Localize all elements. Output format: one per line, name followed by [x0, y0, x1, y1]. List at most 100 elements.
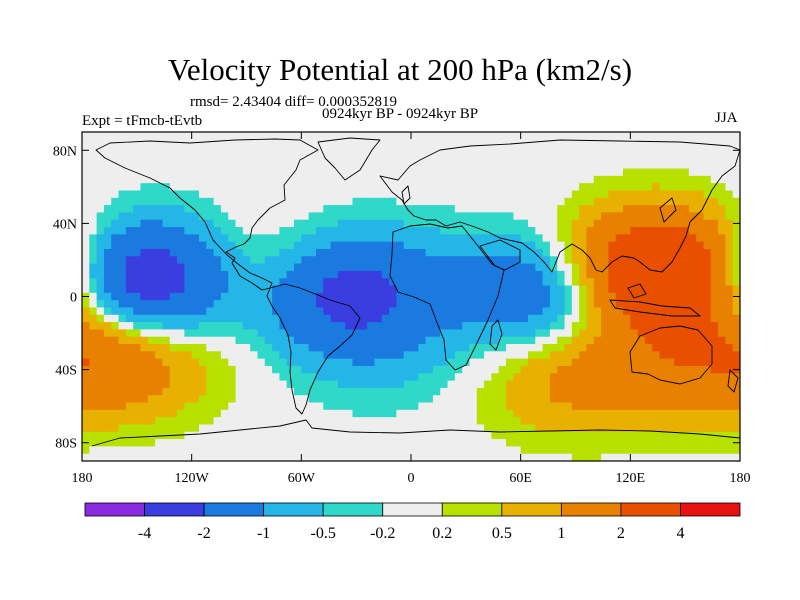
field-cell: [147, 373, 156, 382]
field-cell: [381, 344, 390, 352]
field-cell: [586, 424, 595, 433]
field-cell: [308, 219, 317, 228]
field-cell: [323, 227, 332, 235]
field-cell: [557, 395, 566, 404]
field-cell: [418, 417, 427, 426]
field-cell: [228, 314, 237, 323]
field-cell: [674, 358, 683, 367]
field-cell: [111, 439, 120, 447]
field-cell: [601, 205, 609, 214]
field-cell: [220, 300, 229, 309]
field-cell: [308, 322, 317, 330]
field-cell: [82, 336, 90, 345]
field-cell: [703, 146, 712, 155]
field-cell: [674, 314, 683, 323]
field-cell: [177, 219, 185, 228]
field-cell: [535, 197, 544, 206]
field-cell: [103, 234, 112, 243]
field-cell: [557, 234, 566, 243]
field-cell: [242, 336, 251, 345]
field-cell: [644, 307, 653, 316]
field-cell: [272, 227, 280, 235]
field-cell: [235, 387, 244, 396]
field-cell: [571, 190, 580, 199]
field-cell: [549, 234, 558, 243]
field-cell: [674, 292, 683, 301]
field-cell: [469, 168, 478, 177]
field-cell: [337, 344, 346, 352]
field-cell: [257, 219, 266, 228]
field-cell: [666, 270, 675, 279]
field-cell: [520, 205, 529, 214]
field-cell: [272, 278, 280, 287]
field-cell: [425, 190, 434, 199]
field-cell: [652, 212, 661, 221]
field-cell: [491, 146, 500, 155]
field-cell: [484, 453, 493, 461]
field-cell: [162, 212, 171, 221]
field-cell: [418, 153, 427, 162]
field-cell: [213, 387, 222, 396]
field-cell: [294, 329, 302, 338]
field-cell: [264, 431, 273, 440]
field-cell: [637, 439, 646, 447]
field-cell: [242, 219, 251, 228]
field-cell: [250, 139, 259, 148]
field-cell: [337, 409, 346, 418]
field-cell: [82, 270, 90, 279]
field-cell: [630, 285, 639, 294]
field-cell: [586, 409, 595, 418]
field-cell: [681, 248, 690, 257]
field-cell: [272, 424, 280, 433]
field-cell: [359, 278, 368, 287]
field-cell: [169, 190, 178, 199]
field-cell: [140, 139, 149, 148]
field-cell: [96, 168, 105, 177]
field-cell: [476, 161, 485, 170]
field-cell: [527, 241, 536, 250]
field-cell: [250, 146, 259, 155]
field-cell: [111, 183, 120, 192]
field-cell: [155, 227, 164, 235]
field-cell: [367, 205, 376, 214]
field-cell: [323, 439, 332, 447]
field-cell: [484, 183, 493, 192]
field-cell: [162, 329, 171, 338]
field-cell: [403, 395, 412, 404]
field-cell: [535, 285, 544, 294]
field-cell: [403, 344, 412, 352]
field-cell: [418, 307, 427, 316]
field-cell: [454, 402, 463, 411]
field-cell: [111, 212, 120, 221]
field-cell: [315, 336, 324, 345]
field-cell: [177, 285, 185, 294]
field-cell: [637, 248, 646, 257]
field-cell: [469, 351, 478, 360]
field-cell: [498, 402, 507, 411]
field-cell: [308, 212, 317, 221]
field-cell: [206, 197, 215, 206]
field-cell: [506, 344, 514, 352]
field-cell: [506, 175, 514, 184]
field-cell: [177, 417, 185, 426]
field-cell: [111, 344, 120, 352]
field-cell: [586, 329, 595, 338]
field-cell: [264, 197, 273, 206]
field-cell: [198, 270, 207, 279]
field-cell: [506, 439, 514, 447]
field-cell: [520, 248, 529, 257]
field-cell: [220, 380, 229, 389]
field-cell: [96, 365, 105, 374]
field-cell: [484, 409, 493, 418]
field-cell: [732, 329, 740, 338]
field-cell: [652, 365, 661, 374]
field-cell: [235, 212, 244, 221]
field-cell: [549, 373, 558, 382]
field-cell: [133, 146, 142, 155]
field-cell: [491, 241, 500, 250]
field-cell: [389, 387, 397, 396]
field-cell: [257, 307, 266, 316]
field-cell: [389, 453, 397, 461]
field-cell: [133, 402, 142, 411]
field-cell: [520, 300, 529, 309]
